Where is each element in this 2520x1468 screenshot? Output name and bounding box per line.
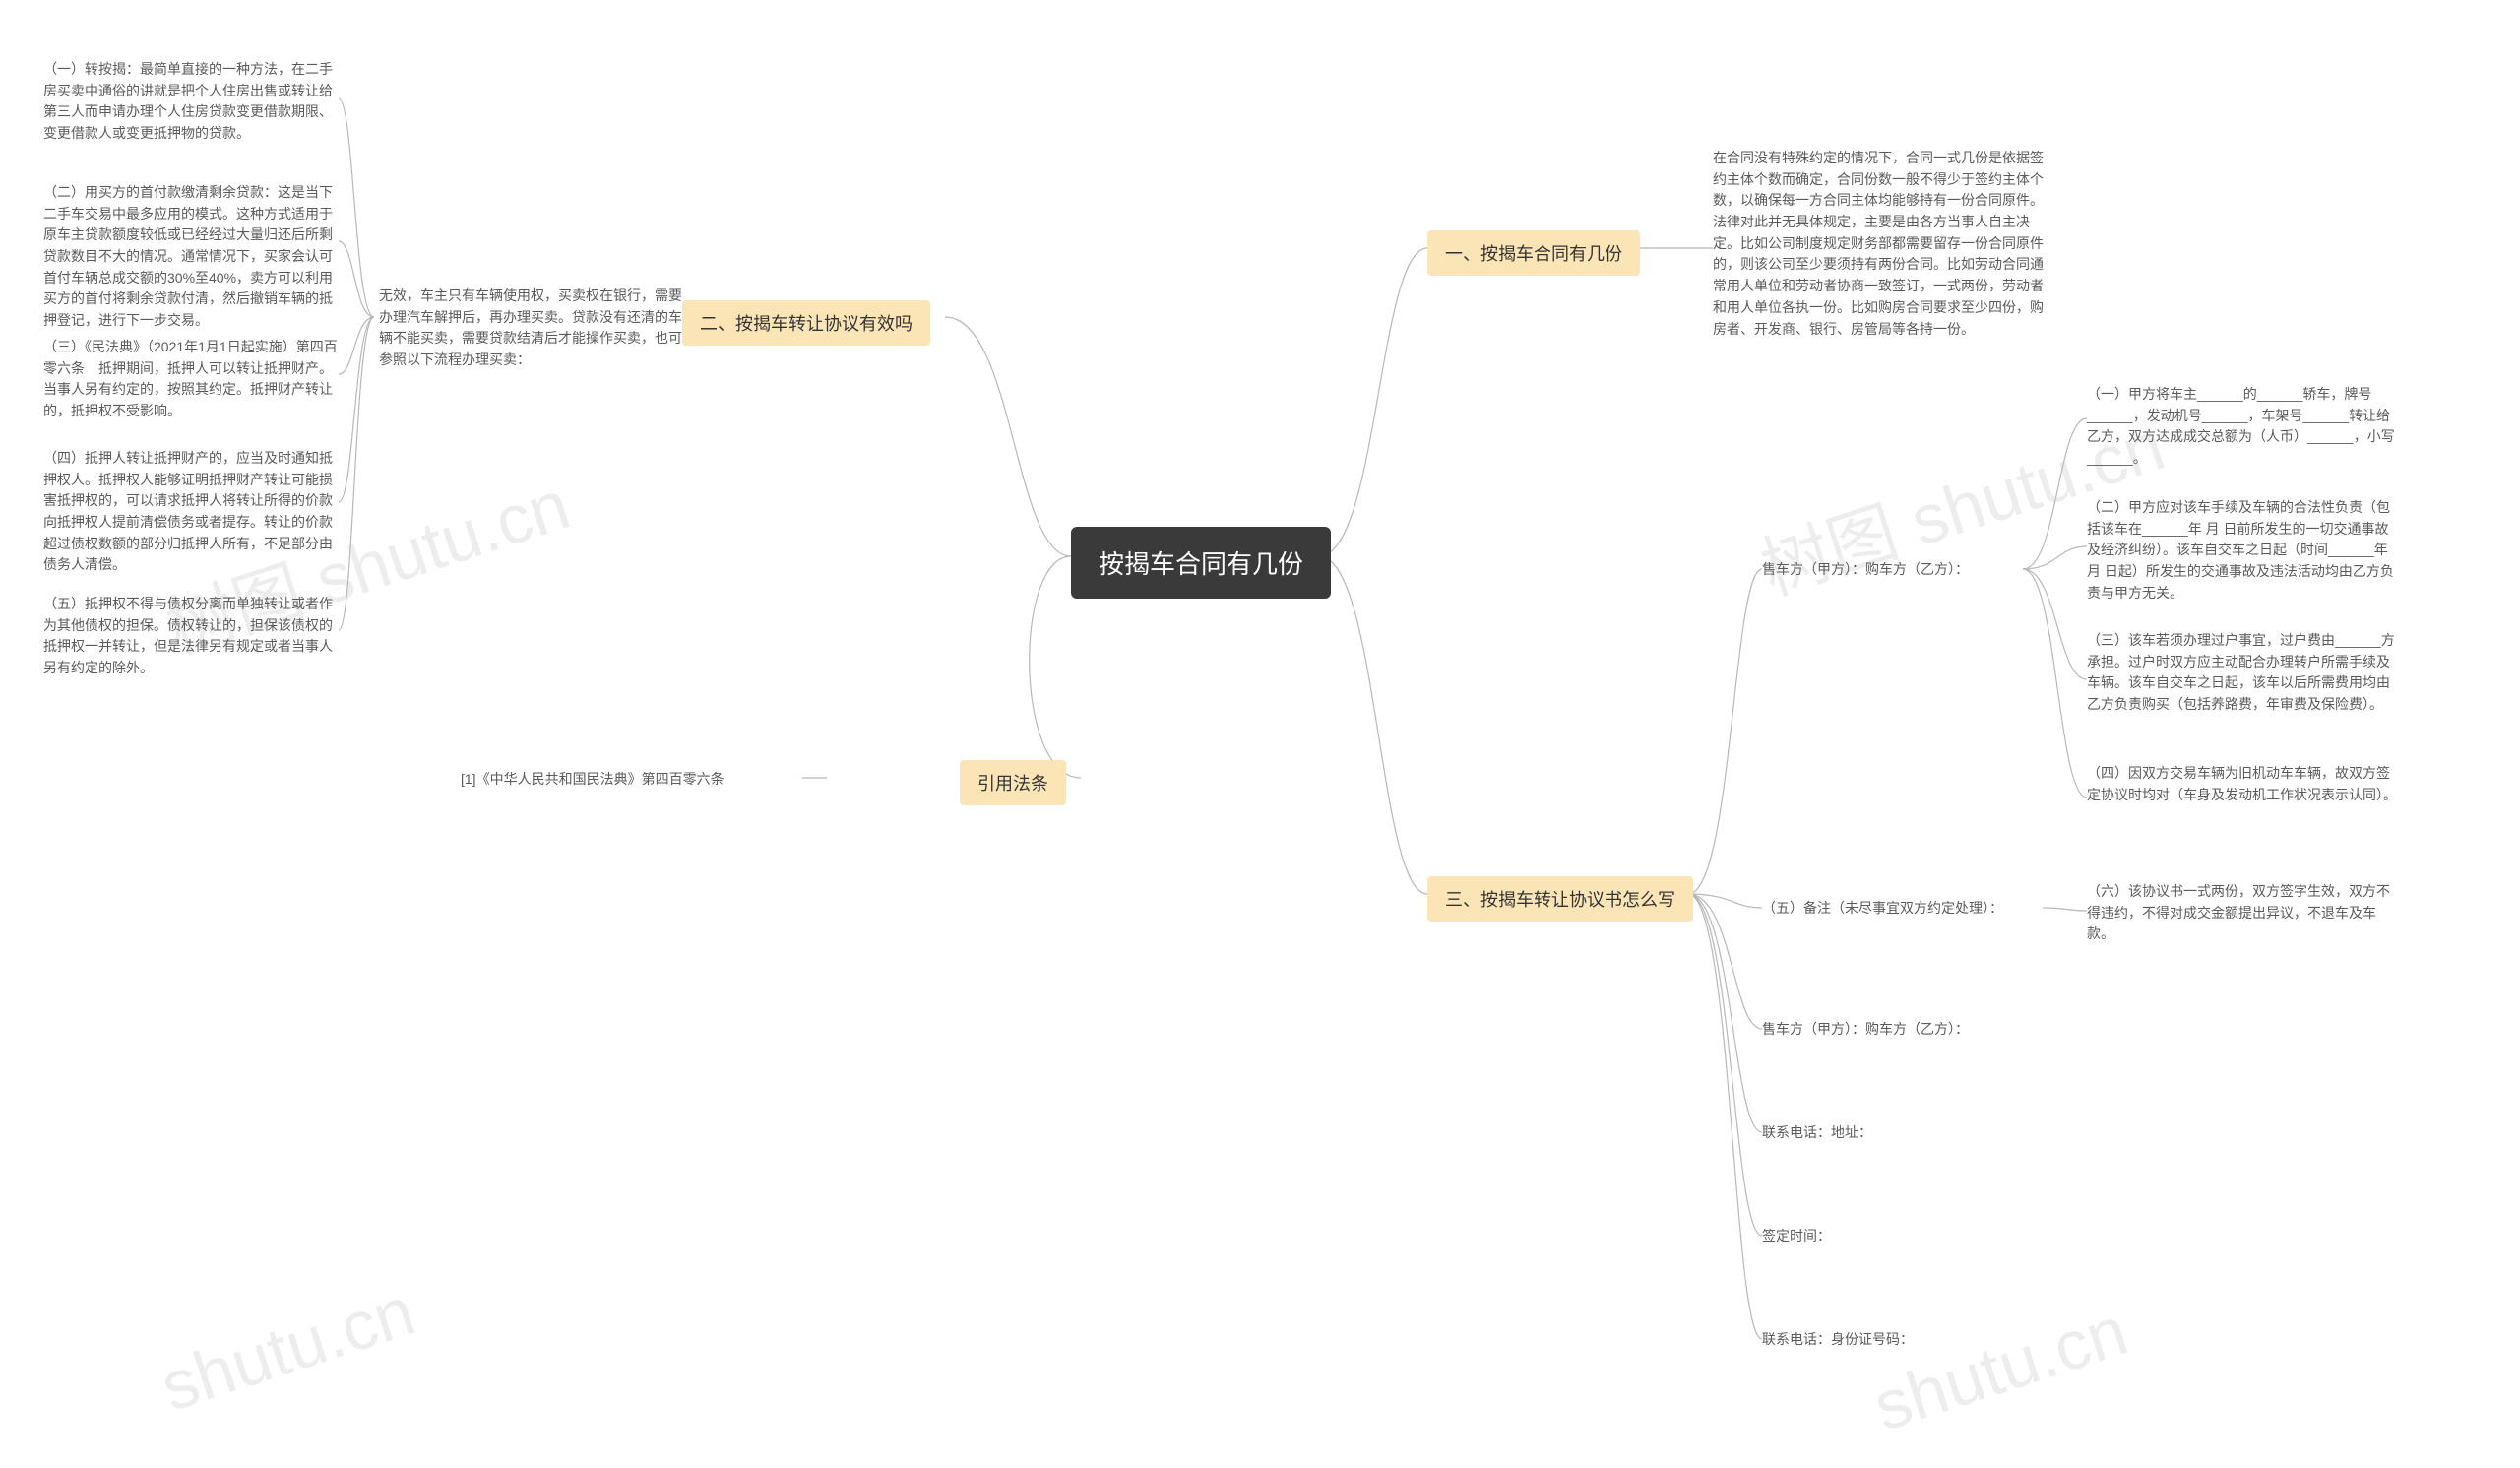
b3-note: （五）备注（未尽事宜双方约定处理）： [1762,898,2003,920]
b2-l3: （三）《民法典》（2021年1月1日起实施）第四百零六条 抵押期间，抵押人可以转… [43,337,339,422]
b3-seller1-s1: （一）甲方将车主______的______轿车，牌号______，发动机号___… [2087,384,2402,470]
b3-phone-addr: 联系电话：地址： [1762,1122,1872,1144]
b3-seller1-s3: （三）该车若须办理过户事宜，过户费由______方承担。过户时双方应主动配合办理… [2087,630,2402,716]
b3-signtime: 签定时间： [1762,1226,1831,1247]
b2-l5: （五）抵押权不得与债权分离而单独转让或者作为其他债权的担保。债权转让的，担保该债… [43,594,339,679]
branch-ref-leaf: [1]《中华人民共和国民法典》第四百零六条 [461,769,724,791]
b3-note-s6: （六）该协议书一式两份，双方签字生效，双方不得违约，不得对成交金额提出异议，不退… [2087,881,2402,945]
root-node: 按揭车合同有几份 [1071,527,1331,599]
watermark: shutu.cn [152,1271,423,1427]
branch-1-leaf: 在合同没有特殊约定的情况下，合同一式几份是依据签约主体个数而确定，合同份数一般不… [1713,148,2048,340]
b2-l1: （一）转按揭：最简单直接的一种方法，在二手房买卖中通俗的讲就是把个人住房出售或转… [43,59,339,145]
b3-phone-id: 联系电话：身份证号码： [1762,1329,1914,1351]
b3-seller1-s4: （四）因双方交易车辆为旧机动车车辆，故双方签定协议时均对（车身及发动机工作状况表… [2087,763,2402,805]
b2-l4: （四）抵押人转让抵押财产的，应当及时通知抵押权人。抵押权人能够证明抵押财产转让可… [43,448,339,576]
b3-seller2: 售车方（甲方）：购车方（乙方）： [1762,1019,1969,1041]
b3-seller1: 售车方（甲方）：购车方（乙方）： [1762,559,1969,581]
branch-3: 三、按揭车转让协议书怎么写 [1427,876,1693,922]
b3-seller1-s2: （二）甲方应对该车手续及车辆的合法性负责（包括该车在______年 月 日前所发… [2087,497,2402,604]
branch-ref: 引用法条 [960,760,1066,805]
watermark: shutu.cn [1864,1291,2136,1446]
branch-1: 一、按揭车合同有几份 [1427,230,1640,276]
branch-2-leaf: 无效，车主只有车辆使用权，买卖权在银行，需要办理汽车解押后，再办理买卖。贷款没有… [379,286,684,371]
b2-l2: （二）用买方的首付款缴清剩余贷款：这是当下二手车交易中最多应用的模式。这种方式适… [43,182,339,332]
branch-2: 二、按揭车转让协议有效吗 [682,300,930,346]
connector-lines [0,0,2520,1468]
